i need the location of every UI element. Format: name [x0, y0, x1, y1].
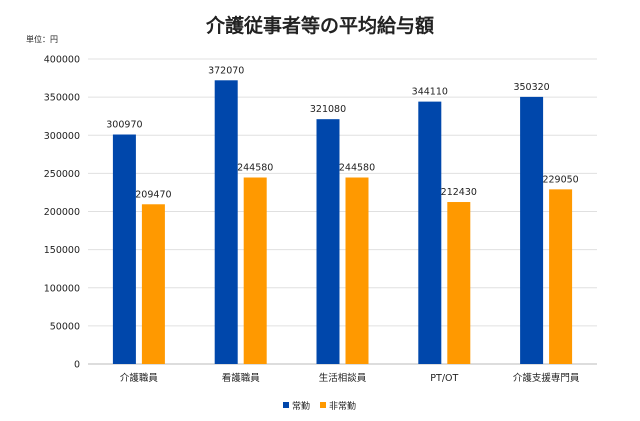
data-label: 244580: [339, 163, 375, 174]
data-label: 212430: [441, 187, 477, 198]
bar-fulltime: [316, 119, 340, 364]
y-tick-label: 100000: [44, 283, 80, 294]
y-tick-label: 300000: [44, 131, 80, 142]
bar-fulltime: [214, 80, 238, 364]
legend-label: 非常勤: [329, 400, 356, 412]
bar-parttime: [549, 189, 573, 364]
x-tick-label: 看護職員: [222, 372, 261, 384]
bar-parttime: [447, 202, 471, 364]
bar-parttime: [345, 177, 369, 364]
x-tick-label: 生活相談員: [319, 372, 367, 384]
data-label: 229050: [542, 174, 578, 185]
x-tick-label: 介護支援専門員: [513, 372, 580, 384]
data-label: 321080: [310, 104, 346, 115]
y-tick-label: 250000: [44, 169, 80, 180]
x-tick-label: 介護職員: [120, 372, 159, 384]
data-label: 350320: [513, 82, 549, 93]
bar-fulltime: [520, 96, 544, 365]
chart-title: 介護従事者等の平均給与額: [205, 14, 434, 37]
legend-swatch: [283, 402, 289, 408]
unit-label: 単位：円: [26, 34, 58, 44]
bar-fulltime: [112, 134, 136, 364]
data-label: 344110: [412, 87, 448, 98]
data-label: 372070: [208, 65, 244, 76]
legend-swatch: [320, 402, 326, 408]
y-tick-label: 350000: [44, 93, 80, 104]
y-tick-label: 400000: [44, 55, 80, 66]
bar-parttime: [243, 177, 267, 364]
legend-label: 常勤: [292, 400, 310, 412]
bar-fulltime: [418, 101, 442, 365]
data-label: 244580: [237, 163, 273, 174]
data-label: 300970: [106, 120, 142, 131]
y-tick-label: 0: [74, 360, 80, 371]
y-tick-label: 150000: [44, 245, 80, 256]
bar-parttime: [141, 204, 165, 364]
y-tick-label: 50000: [50, 321, 80, 332]
y-tick-label: 200000: [44, 207, 80, 218]
data-label: 209470: [135, 189, 171, 200]
x-tick-label: PT/OT: [430, 373, 458, 384]
